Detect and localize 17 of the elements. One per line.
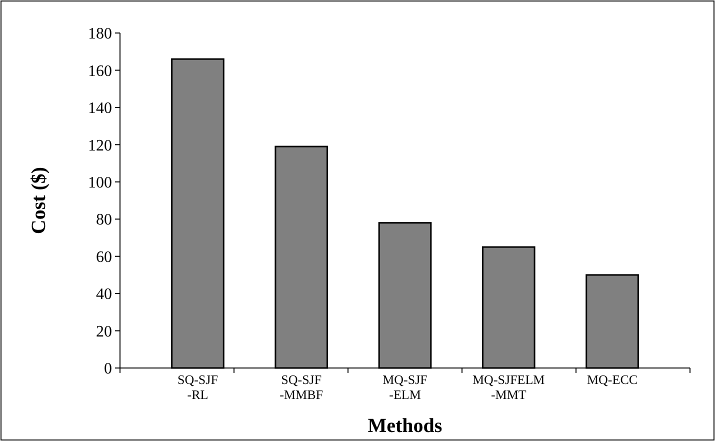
x-tick-label: MQ-SJFELM -MMT <box>472 372 546 402</box>
y-tick-label: 180 <box>88 26 112 43</box>
x-tick-label: MQ-ECC <box>586 372 638 387</box>
y-tick-label: 60 <box>96 248 112 266</box>
x-tick-label: SQ-SJF -MMBF <box>280 372 324 402</box>
y-tick-label: 100 <box>88 174 112 192</box>
x-axis-title: Methods <box>368 415 442 437</box>
y-tick-label: 140 <box>88 100 112 118</box>
x-tick-label: MQ-SJF -ELM <box>382 372 428 402</box>
y-tick-label: 40 <box>96 286 112 304</box>
y-tick-label: 80 <box>96 212 112 229</box>
y-tick-label: 0 <box>104 360 112 378</box>
x-tick-label: SQ-SJF -RL <box>177 372 218 402</box>
y-tick-label: 160 <box>88 62 112 80</box>
y-tick-label: 120 <box>88 137 112 154</box>
y-tick-label: 20 <box>96 323 112 340</box>
y-axis-title: Cost ($) <box>28 166 50 234</box>
